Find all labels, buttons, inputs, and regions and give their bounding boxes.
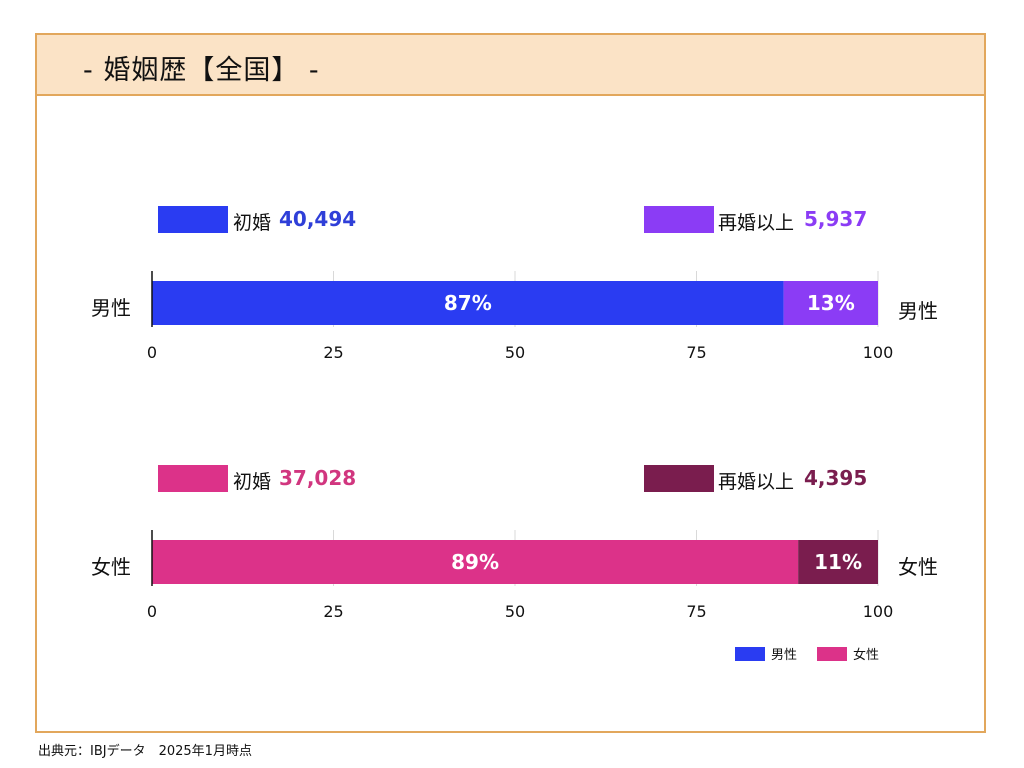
male-first_marriage-percent-label: 87% (444, 291, 492, 315)
male-tick-label-0: 0 (147, 343, 157, 362)
female-tick-label-0: 0 (147, 602, 157, 621)
male-first-marriage-label: 初婚 (233, 212, 272, 234)
female-tick-label-100: 100 (863, 602, 894, 621)
female-first_marriage-bar (152, 540, 799, 584)
female-remarriage-percent-label: 11% (814, 550, 862, 574)
male-remarriage-percent-label: 13% (807, 291, 855, 315)
legend-key-male: 男性 (735, 644, 797, 663)
page-title: - 婚姻歴【全国】 - (83, 55, 320, 86)
legend-key-female: 女性 (817, 644, 879, 663)
female-remarriage-count: 4,395 (804, 466, 868, 490)
female-row-label-right: 女性 (898, 555, 938, 579)
female-tick-label-50: 50 (505, 602, 525, 621)
header-bar: - 婚姻歴【全国】 - (37, 35, 984, 96)
male-remarriage-swatch (644, 206, 714, 233)
male-tick-label-50: 50 (505, 343, 525, 362)
female-tick-label-25: 25 (323, 602, 343, 621)
male-remarriage-label: 再婚以上 (718, 212, 795, 234)
female-tick-label-75: 75 (686, 602, 706, 621)
male-tick-label-25: 25 (323, 343, 343, 362)
male-first-marriage-count: 40,494 (279, 207, 357, 231)
male-row-label-right: 男性 (898, 299, 938, 323)
male-tick-label-100: 100 (863, 343, 894, 362)
source-note: 出典元：IBJデータ 2025年1月時点 (38, 744, 252, 759)
male-remarriage-count: 5,937 (804, 207, 868, 231)
female-remarriage-swatch (644, 465, 714, 492)
male-first-marriage-swatch (158, 206, 228, 233)
legend-key-female-swatch (817, 646, 847, 661)
legend-key-male-label: 男性 (771, 648, 798, 663)
female-remarriage-label: 再婚以上 (718, 471, 795, 493)
female-first-marriage-label: 初婚 (233, 471, 272, 493)
male-remarriage-bar (783, 281, 878, 325)
chart-panel: - 婚姻歴【全国】 - (35, 33, 986, 733)
female-row-label-left: 女性 (91, 555, 131, 579)
male-row-label-left: 男性 (91, 296, 131, 320)
female-first-marriage-count: 37,028 (279, 466, 357, 490)
female-remarriage-bar (798, 540, 878, 584)
legend-key-female-label: 女性 (853, 648, 880, 663)
female-first_marriage-percent-label: 89% (451, 550, 499, 574)
male-first_marriage-bar (152, 281, 784, 325)
legend-key-male-swatch (735, 646, 765, 661)
female-first-marriage-swatch (158, 465, 228, 492)
male-tick-label-75: 75 (686, 343, 706, 362)
